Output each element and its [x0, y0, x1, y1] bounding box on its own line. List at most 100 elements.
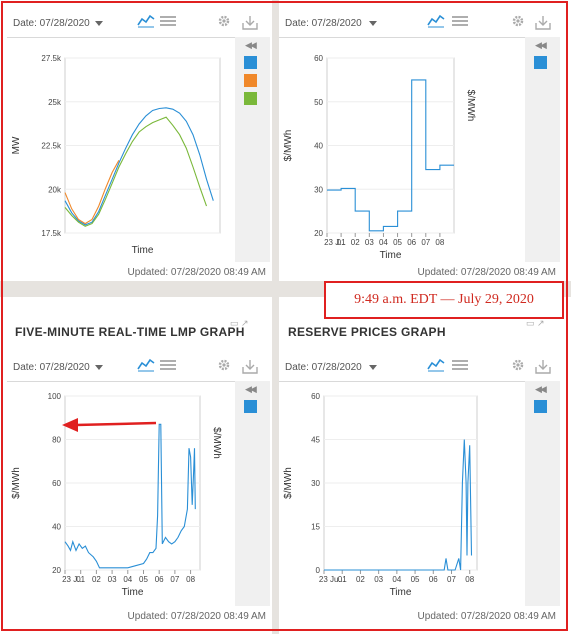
- collapse-icon[interactable]: ◀◀: [535, 40, 547, 50]
- y-tick-label: 60: [52, 479, 61, 488]
- window-icons[interactable]: ▭ ↗: [230, 318, 249, 328]
- chevron-down-icon[interactable]: [95, 365, 103, 370]
- x-axis-title: Time: [380, 250, 402, 261]
- x-tick-label: 02: [92, 575, 101, 584]
- x-tick-label: 08: [435, 238, 444, 247]
- y-axis-title: $/MWh: [283, 467, 294, 499]
- series-line-1: [64, 423, 196, 569]
- series-line-1: [324, 439, 473, 571]
- x-tick-label: 06: [407, 238, 416, 247]
- legend-sidebar: ◀◀: [525, 381, 560, 606]
- download-icon[interactable]: [535, 14, 551, 30]
- line-chart-icon[interactable]: [427, 14, 445, 28]
- date-selector[interactable]: Date: 07/28/2020: [285, 18, 362, 29]
- x-tick-label: 04: [123, 575, 132, 584]
- legend-swatch-1[interactable]: [244, 400, 257, 413]
- legend-swatch-3[interactable]: [244, 92, 257, 105]
- gear-icon[interactable]: [217, 358, 231, 372]
- window-icons[interactable]: ▭ ↗: [526, 318, 545, 328]
- table-view-icon[interactable]: [159, 358, 177, 372]
- download-icon[interactable]: [535, 358, 551, 374]
- x-tick-label: 07: [447, 575, 456, 584]
- panel-toolbar: Date: 07/28/2020: [7, 9, 270, 38]
- series-line-3: [64, 116, 208, 227]
- legend-swatch-1[interactable]: [534, 56, 547, 69]
- x-tick-label: 05: [393, 238, 402, 247]
- legend-sidebar: ◀◀: [525, 37, 560, 262]
- updated-timestamp: Updated: 07/28/2020 08:49 AM: [127, 611, 266, 622]
- y-tick-label: 20k: [48, 185, 62, 194]
- rt-lmp-title: FIVE-MINUTE REAL-TIME LMP GRAPH: [15, 325, 245, 339]
- line-chart-icon[interactable]: [137, 14, 155, 28]
- timestamp-callout: 9:49 a.m. EDT — July 29, 2020: [324, 281, 564, 319]
- column-divider: [272, 0, 279, 634]
- legend-swatch-2[interactable]: [244, 74, 257, 87]
- gear-icon[interactable]: [511, 358, 525, 372]
- y-tick-label: 17.5k: [41, 229, 62, 238]
- x-tick-label: 03: [365, 238, 374, 247]
- y-axis-title: $/MWh: [283, 130, 294, 162]
- gear-icon[interactable]: [217, 14, 231, 28]
- y-axis-title: MW: [11, 136, 22, 154]
- x-tick-label: 06: [155, 575, 164, 584]
- panel-toolbar: Date: 07/28/2020: [279, 9, 560, 38]
- x-tick-label: 05: [139, 575, 148, 584]
- legend-swatch-1[interactable]: [534, 400, 547, 413]
- date-selector[interactable]: Date: 07/28/2020: [285, 362, 362, 373]
- x-axis-title: Time: [122, 587, 144, 598]
- y-tick-label: 0: [316, 566, 321, 575]
- x-tick-label: 23 Ju...: [319, 575, 345, 584]
- x-axis-title: Time: [390, 587, 412, 598]
- line-chart-icon[interactable]: [427, 358, 445, 372]
- load-panel: Date: 07/28/2020 17.5k 20k 22.5k 25k 27.5k Ti…: [7, 9, 270, 281]
- y-tick-label: 30: [314, 185, 323, 194]
- date-selector[interactable]: Date: 07/28/2020: [13, 362, 90, 373]
- load-chart: 17.5k 20k 22.5k 25k 27.5k Time MW: [11, 54, 221, 256]
- x-tick-label: 04: [392, 575, 401, 584]
- y-tick-label: 30: [311, 479, 320, 488]
- gear-icon[interactable]: [511, 14, 525, 28]
- chevron-down-icon[interactable]: [95, 21, 103, 26]
- download-icon[interactable]: [242, 358, 258, 374]
- y-tick-label: 100: [48, 392, 62, 401]
- x-tick-label: 01: [337, 238, 346, 247]
- y-tick-label: 22.5k: [41, 142, 62, 151]
- reserve-panel: Date: 07/28/2020 0 15 30 45 60 23 Ju... 01 02 03…: [279, 353, 560, 627]
- x-tick-label: 02: [351, 238, 360, 247]
- x-tick-label: 01: [76, 575, 85, 584]
- y-tick-label: 20: [314, 229, 323, 238]
- y-tick-label: 40: [314, 142, 323, 151]
- chevron-down-icon[interactable]: [369, 365, 377, 370]
- hourly-lmp-chart: 20 30 40 50 60 23 J...01 02 03 04 05 06 07 08 Time $/M…: [283, 54, 476, 261]
- y-tick-label: 40: [52, 523, 61, 532]
- x-tick-label: 07: [421, 238, 430, 247]
- y-tick-label: 15: [311, 523, 320, 532]
- table-view-icon[interactable]: [159, 14, 177, 28]
- rt-lmp-panel: Date: 07/28/2020 20 40 60 80 100 23 J... 01 02 0…: [7, 353, 270, 627]
- y-tick-label: 80: [52, 436, 61, 445]
- reserve-title: RESERVE PRICES GRAPH: [288, 325, 446, 339]
- y-tick-label: 25k: [48, 98, 62, 107]
- date-selector[interactable]: Date: 07/28/2020: [13, 18, 90, 29]
- updated-timestamp: Updated: 07/28/2020 08:49 AM: [417, 611, 556, 622]
- collapse-icon[interactable]: ◀◀: [245, 384, 257, 394]
- panel-toolbar: Date: 07/28/2020: [279, 353, 560, 382]
- y-axis-title-right: $/MWh: [465, 90, 476, 122]
- legend-sidebar: ◀◀: [235, 37, 270, 262]
- y-tick-label: 60: [311, 392, 320, 401]
- line-chart-icon[interactable]: [137, 358, 155, 372]
- x-tick-label: 02: [356, 575, 365, 584]
- x-axis-title: Time: [132, 245, 154, 256]
- x-tick-label: 23 J...: [324, 238, 346, 247]
- table-view-icon[interactable]: [451, 14, 469, 28]
- collapse-icon[interactable]: ◀◀: [245, 40, 257, 50]
- legend-swatch-1[interactable]: [244, 56, 257, 69]
- series-line-2: [64, 160, 120, 225]
- updated-timestamp: Updated: 07/28/2020 08:49 AM: [127, 267, 266, 278]
- download-icon[interactable]: [242, 14, 258, 30]
- reserve-chart: 0 15 30 45 60 23 Ju...01 02 03 04 05 06 07 08 Time $/M…: [283, 392, 478, 598]
- hourly-lmp-panel: Date: 07/28/2020 20 30 40 50 60 23 J... 01 02 03…: [279, 9, 560, 281]
- chevron-down-icon[interactable]: [369, 21, 377, 26]
- table-view-icon[interactable]: [451, 358, 469, 372]
- collapse-icon[interactable]: ◀◀: [535, 384, 547, 394]
